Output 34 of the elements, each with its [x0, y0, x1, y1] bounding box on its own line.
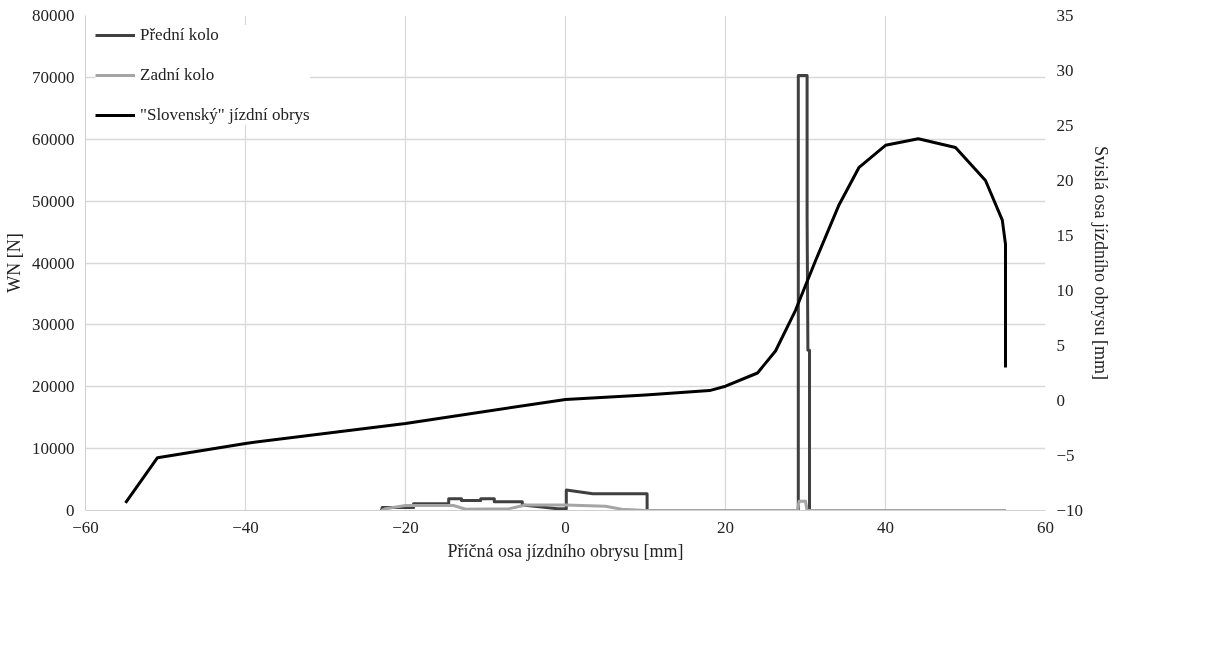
y2-tick-label: 30 — [1056, 61, 1074, 80]
y2-axis-title: Svislá osa jízdního obrysu [mm] — [1091, 146, 1112, 380]
y2-tick-label: 10 — [1056, 281, 1074, 300]
y2-tick-label: 20 — [1056, 171, 1074, 190]
y2-tick-label: 25 — [1056, 116, 1074, 135]
y-tick-label: 0 — [66, 501, 75, 520]
y-tick-label: 40000 — [32, 253, 75, 273]
y-tick-label: 70000 — [32, 67, 75, 87]
y2-tick-label: −10 — [1056, 501, 1084, 520]
x-tick-label: 20 — [717, 517, 734, 537]
y-tick-label: 20000 — [32, 377, 75, 397]
x-tick-label: 40 — [877, 517, 894, 537]
legend-label: Zadní kolo — [140, 65, 215, 85]
line-series — [124, 137, 1007, 505]
line-series — [380, 499, 1007, 511]
y2-tick-label: 15 — [1056, 226, 1074, 245]
x-axis-title: Příčná osa jízdního obrysu [mm] — [447, 540, 684, 561]
y-tick-label: 50000 — [32, 191, 75, 211]
legend-label: "Slovenský" jízdní obrys — [140, 105, 310, 125]
y2-tick-label: 0 — [1056, 391, 1065, 410]
x-tick-label: −20 — [392, 517, 419, 537]
y-tick-label: 60000 — [32, 129, 75, 149]
y-axis-title: WN [N] — [4, 233, 24, 293]
y2-tick-label: 35 — [1056, 6, 1074, 25]
y-tick-label: 10000 — [32, 439, 75, 459]
y2-tick-label: 5 — [1056, 336, 1065, 355]
x-tick-label: 60 — [1037, 517, 1054, 537]
x-tick-label: 0 — [561, 517, 570, 537]
legend-label: Přední kolo — [140, 25, 219, 45]
y-tick-label: 80000 — [32, 6, 75, 25]
y-tick-label: 30000 — [32, 315, 75, 335]
y2-tick-label: −5 — [1056, 446, 1075, 465]
x-tick-label: −60 — [72, 517, 99, 537]
x-tick-label: −40 — [232, 517, 259, 537]
